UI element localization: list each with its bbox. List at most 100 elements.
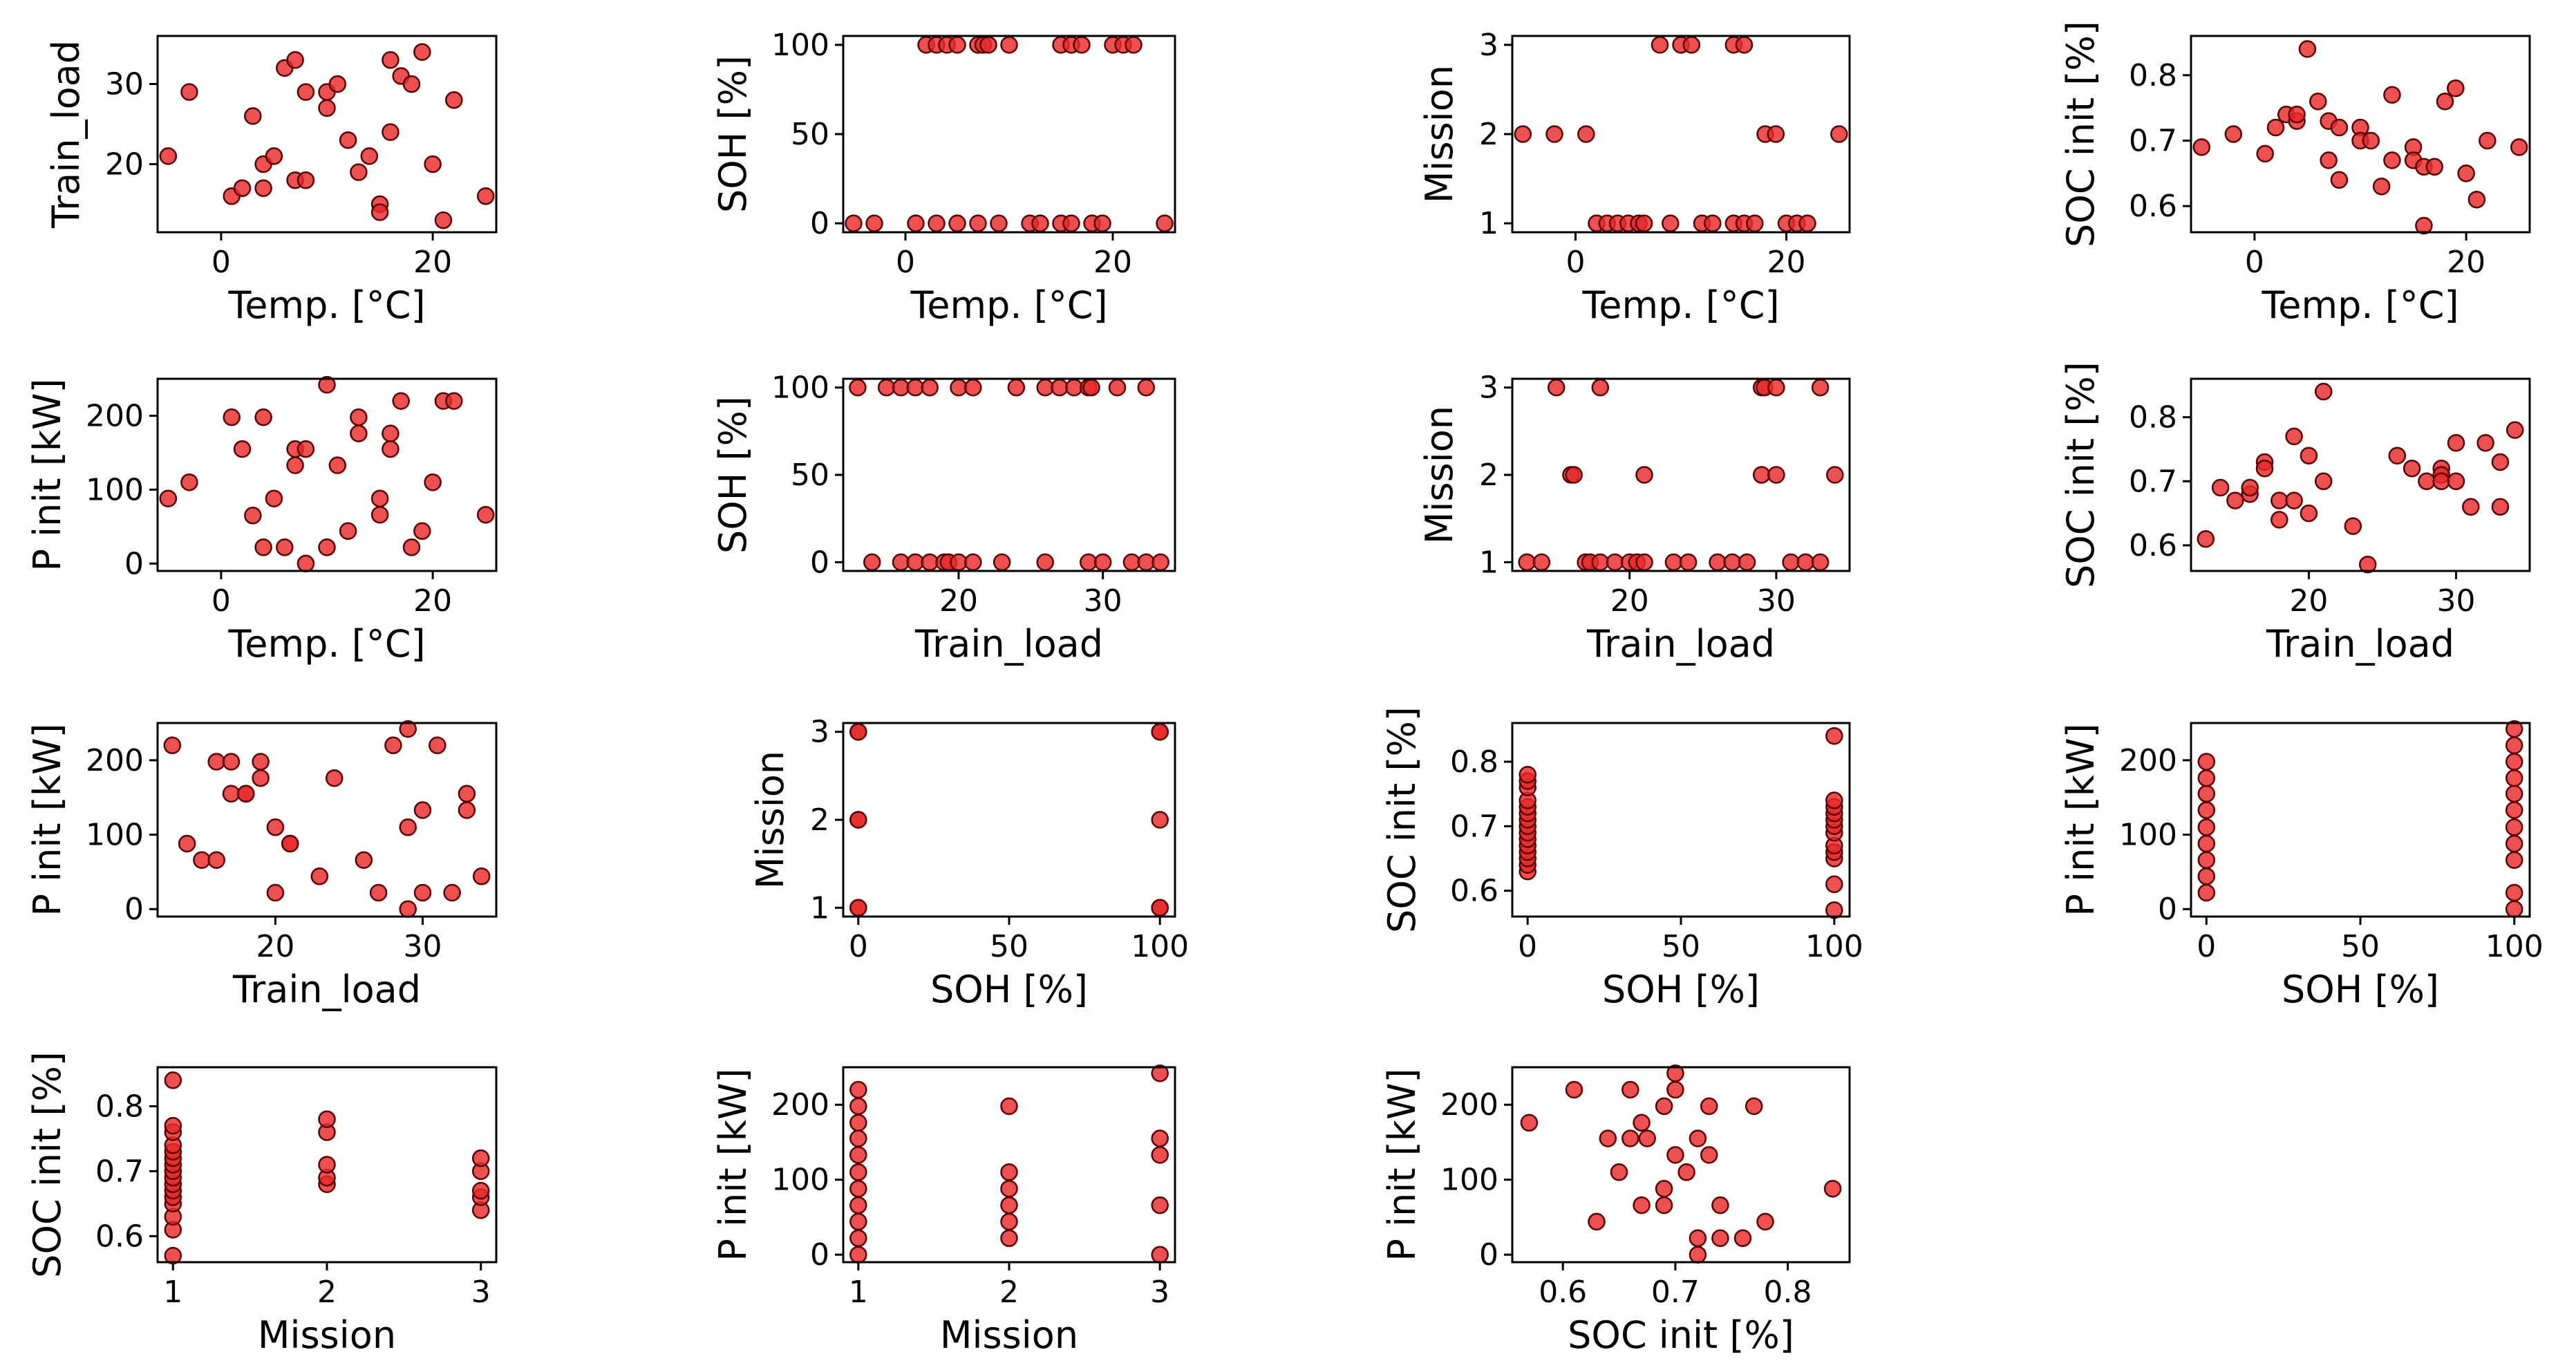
scatter-panel-10: 0 50 100 1 2 3 SOH [%] Mission bbox=[749, 715, 1189, 1011]
data-point bbox=[1651, 36, 1669, 54]
data-point bbox=[2425, 158, 2443, 176]
data-point bbox=[1704, 214, 1722, 232]
data-point bbox=[1655, 1097, 1673, 1116]
data-point bbox=[877, 378, 896, 397]
plot-frame bbox=[2190, 377, 2531, 572]
data-point bbox=[2476, 433, 2494, 452]
x-tick-label: 50 bbox=[1662, 929, 1700, 964]
data-point bbox=[2403, 459, 2421, 478]
data-point bbox=[1826, 466, 1844, 484]
x-tick-label: 30 bbox=[2436, 583, 2475, 619]
y-tick-label: 0.8 bbox=[1450, 744, 1498, 780]
data-point bbox=[318, 375, 336, 394]
data-point bbox=[2447, 79, 2465, 97]
scatter-panel-1: 0 20 20 30 Temp. [°C] Train_load bbox=[44, 35, 498, 327]
data-point bbox=[2479, 131, 2497, 150]
data-point bbox=[471, 1181, 490, 1200]
data-point bbox=[360, 147, 379, 165]
data-point bbox=[382, 123, 399, 141]
data-point bbox=[2505, 769, 2523, 787]
data-point bbox=[1711, 1229, 1729, 1248]
data-point bbox=[2372, 177, 2391, 196]
data-point bbox=[849, 1246, 867, 1264]
y-tick-label: 3 bbox=[1479, 28, 1498, 63]
data-point bbox=[2383, 151, 2401, 169]
data-point bbox=[1735, 36, 1754, 54]
plot-frame bbox=[1511, 722, 1851, 918]
y-tick-label: 0 bbox=[124, 546, 144, 581]
y-tick-label: 20 bbox=[105, 147, 144, 182]
data-point bbox=[849, 811, 867, 829]
data-point bbox=[2314, 382, 2333, 401]
data-point bbox=[2197, 785, 2216, 803]
data-point bbox=[328, 75, 347, 93]
data-point bbox=[1519, 765, 1536, 784]
data-point bbox=[2197, 801, 2216, 819]
data-point bbox=[424, 473, 442, 491]
data-point bbox=[1051, 378, 1069, 397]
x-axis-label: Train_load bbox=[2266, 622, 2454, 666]
data-point bbox=[1518, 553, 1536, 572]
x-tick-label: 50 bbox=[990, 929, 1028, 964]
data-point bbox=[1151, 811, 1169, 829]
data-point bbox=[159, 489, 178, 507]
data-point bbox=[849, 1080, 867, 1099]
data-point bbox=[1700, 1097, 1718, 1116]
y-tick-label: 0.6 bbox=[95, 1219, 144, 1254]
scatter-panel-15: 0.6 0.7 0.8 0 100 200 SOC init [%] P init [kW] bbox=[1380, 1064, 1851, 1357]
data-point bbox=[964, 378, 982, 397]
data-point bbox=[1151, 722, 1169, 741]
x-axis-label: Train_load bbox=[232, 968, 421, 1011]
x-tick-label: 20 bbox=[1093, 245, 1132, 280]
y-tick-label: 0 bbox=[2158, 892, 2177, 927]
data-point bbox=[1577, 125, 1595, 143]
data-point bbox=[1591, 553, 1610, 572]
y-axis-label: SOH [%] bbox=[711, 396, 755, 554]
data-point bbox=[1621, 1080, 1639, 1099]
data-point bbox=[2505, 736, 2523, 755]
data-point bbox=[476, 187, 495, 205]
x-axis-label: Temp. [°C] bbox=[910, 283, 1107, 327]
plot-frame bbox=[156, 377, 498, 572]
data-point bbox=[921, 378, 939, 397]
data-point bbox=[2285, 491, 2303, 509]
x-tick-label: 2 bbox=[999, 1275, 1019, 1310]
x-tick-label: 3 bbox=[1150, 1275, 1169, 1310]
data-point bbox=[2330, 118, 2349, 137]
data-point bbox=[1825, 875, 1843, 894]
x-tick-label: 0.6 bbox=[1539, 1275, 1587, 1310]
x-axis-label: SOC init [%] bbox=[1568, 1313, 1794, 1357]
data-point bbox=[990, 214, 1008, 232]
x-tick-label: 30 bbox=[1084, 583, 1122, 619]
x-axis-label: SOH [%] bbox=[2282, 968, 2439, 1011]
data-point bbox=[1662, 214, 1680, 232]
plot-frame bbox=[156, 35, 498, 234]
x-tick-label: 0.8 bbox=[1764, 1275, 1812, 1310]
data-point bbox=[266, 818, 285, 836]
y-tick-label: 50 bbox=[791, 458, 829, 493]
scatter-panel-8: 20 30 0.6 0.7 0.8 Train_load SOC init [%] bbox=[2059, 362, 2531, 666]
data-point bbox=[1000, 1212, 1018, 1231]
data-point bbox=[254, 538, 272, 556]
data-point bbox=[318, 99, 336, 118]
data-point bbox=[339, 131, 357, 149]
data-point bbox=[863, 553, 881, 572]
data-point bbox=[1093, 553, 1112, 572]
data-point bbox=[2192, 138, 2211, 156]
x-tick-label: 20 bbox=[413, 583, 452, 619]
x-tick-label: 0 bbox=[2197, 929, 2216, 964]
data-point bbox=[276, 538, 294, 556]
scatter-panel-7: 20 30 1 2 3 Train_load Mission bbox=[1418, 370, 1851, 666]
data-point bbox=[163, 736, 182, 755]
data-point bbox=[1000, 36, 1018, 54]
data-point bbox=[849, 1179, 867, 1198]
data-point bbox=[2362, 131, 2380, 150]
x-tick-label: 0 bbox=[211, 245, 231, 280]
data-point bbox=[2505, 883, 2523, 902]
data-point bbox=[445, 392, 463, 410]
data-point bbox=[222, 753, 241, 771]
y-axis-label: P init [kW] bbox=[26, 378, 69, 571]
data-point bbox=[1520, 1114, 1539, 1132]
data-point bbox=[472, 867, 491, 885]
